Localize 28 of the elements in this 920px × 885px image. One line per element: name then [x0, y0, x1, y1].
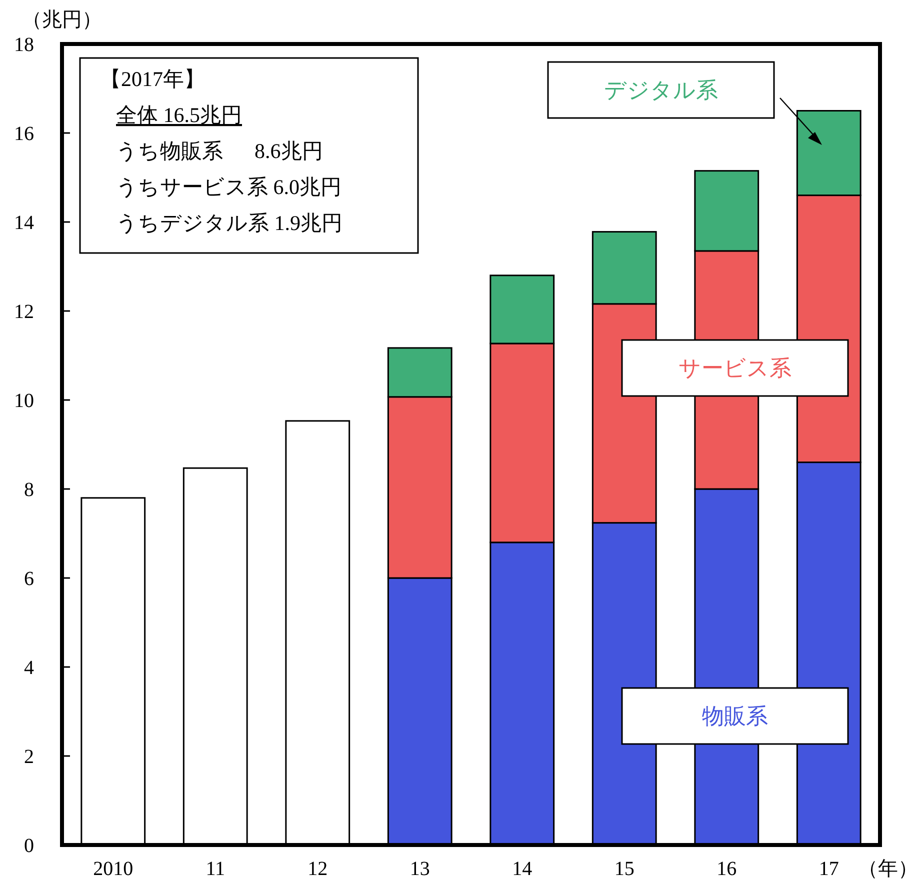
x-tick-label: 11 [206, 858, 226, 880]
series-label: 物販系 [702, 704, 768, 729]
y-tick-label: 12 [14, 301, 34, 323]
annotation: うちデジタル系 1.9兆円 [116, 211, 342, 235]
text: デジタル系 [604, 78, 718, 103]
y-tick-label: 10 [14, 390, 34, 412]
y-axis-title: （兆円） [22, 9, 102, 31]
y-tick-label: 16 [14, 123, 34, 145]
x-tick-label: 14 [512, 858, 532, 880]
y-tick-label: 8 [24, 479, 34, 501]
y-tick-label: 2 [24, 746, 34, 768]
x-tick-label: 13 [410, 858, 430, 880]
x-tick-label: 2010 [93, 858, 134, 880]
annotation: うち物販系 8.6兆円 [116, 139, 323, 163]
y-tick-label: 18 [14, 34, 34, 56]
annotation: 全体 16.5兆円 [116, 103, 242, 127]
x-tick-label: 15 [614, 858, 634, 880]
y-tick-label: 14 [14, 212, 34, 234]
x-tick-label: 16 [716, 858, 737, 880]
series-label: サービス系 [678, 356, 792, 381]
annotation: 【2017年】 [100, 67, 205, 91]
x-tick-label: 17 [818, 858, 839, 880]
y-tick-label: 6 [24, 568, 34, 590]
x-tick-label: 12 [308, 858, 328, 880]
annotation: うちサービス系 6.0兆円 [116, 175, 342, 199]
y-tick-label: 0 [24, 835, 34, 857]
x-axis-title: （年） [858, 858, 918, 880]
y-tick-label: 4 [24, 657, 34, 679]
